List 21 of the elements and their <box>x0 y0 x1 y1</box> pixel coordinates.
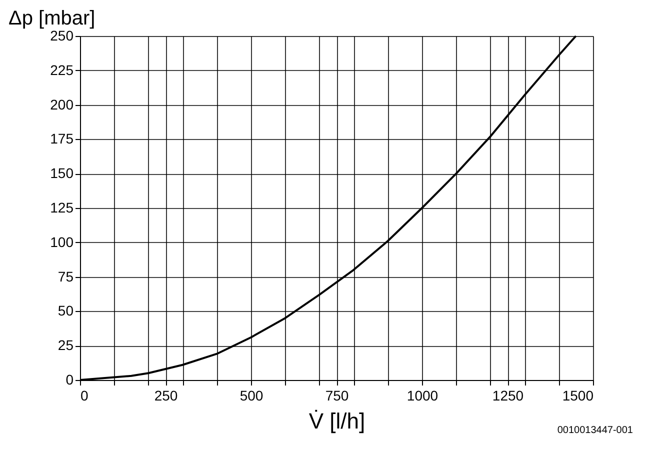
y-axis-title: Δp [mbar] <box>8 8 96 30</box>
x-tick-label: 250 <box>154 388 178 404</box>
x-tick-label: 0 <box>80 388 88 404</box>
x-tick-label: 1250 <box>492 388 524 404</box>
y-tick-label: 25 <box>58 337 74 354</box>
x-tick-label: 1500 <box>562 388 594 404</box>
x-tick-label: 750 <box>325 388 349 404</box>
y-tick-label: 125 <box>50 200 74 216</box>
y-tick-label: 0 <box>66 372 74 388</box>
y-tick-label: 250 <box>50 28 74 44</box>
text: 0010013447-001 <box>557 425 634 436</box>
y-tick-label: 150 <box>50 165 74 182</box>
y-tick-label: 50 <box>58 302 74 319</box>
y-tick-label: 175 <box>50 130 74 147</box>
y-tick-label: 200 <box>50 96 74 112</box>
y-tick-label: 75 <box>58 268 74 284</box>
x-tick-label: 500 <box>240 388 264 404</box>
x-tick-label: 1000 <box>406 388 438 404</box>
y-tick-label: 225 <box>50 62 74 78</box>
y-tick-label: 100 <box>50 234 74 250</box>
x-axis-title: V̇ [l/h] <box>308 408 366 434</box>
